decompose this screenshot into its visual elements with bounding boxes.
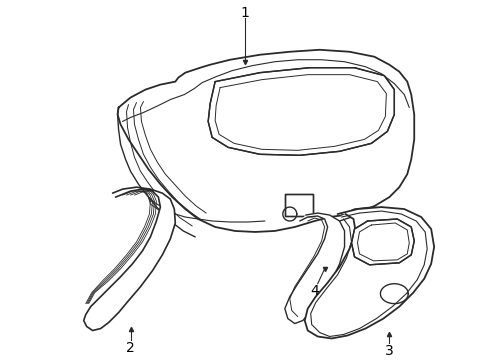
Text: 4: 4 <box>310 284 319 298</box>
Text: 1: 1 <box>241 6 249 20</box>
Polygon shape <box>84 187 175 330</box>
Polygon shape <box>305 207 434 338</box>
Polygon shape <box>285 213 344 324</box>
Polygon shape <box>208 68 394 155</box>
Polygon shape <box>315 207 419 315</box>
Polygon shape <box>351 219 414 265</box>
Text: 3: 3 <box>385 345 394 359</box>
Polygon shape <box>118 50 414 232</box>
Text: 2: 2 <box>126 341 135 355</box>
Polygon shape <box>285 194 313 216</box>
